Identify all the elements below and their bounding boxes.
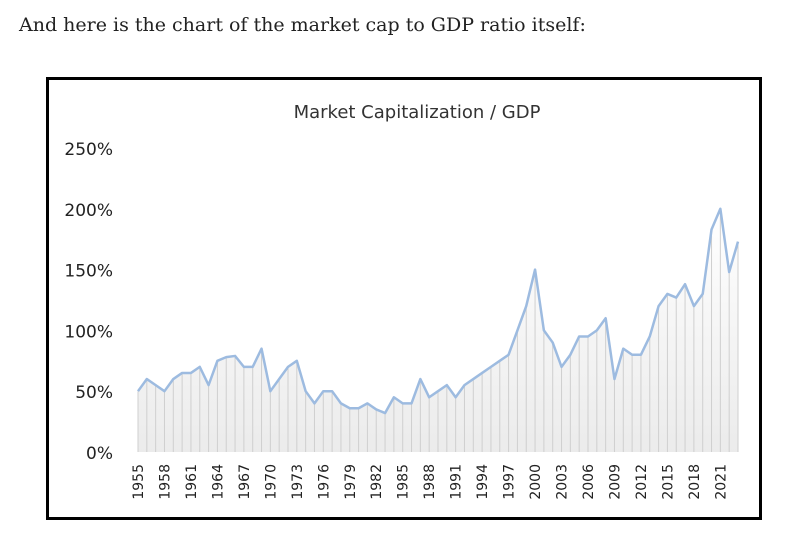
x-tick-label: 2009 <box>607 464 623 500</box>
chart-title: Market Capitalization / GDP <box>294 102 541 123</box>
x-tick-label: 1988 <box>422 464 438 500</box>
x-tick-label: 2021 <box>713 464 729 500</box>
x-tick-label: 1994 <box>475 464 491 500</box>
y-tick-label: 0% <box>86 444 113 464</box>
x-tick-label: 1967 <box>237 464 253 500</box>
x-tick-label: 1997 <box>502 464 518 500</box>
x-tick-label: 2000 <box>528 464 544 500</box>
chart-container: 0% 50% 100% 150% 200% 250% 1955 1958 1961 1964 196… <box>46 77 762 520</box>
x-tick-label: 2015 <box>660 464 676 500</box>
x-tick-label: 1955 <box>131 464 147 500</box>
y-tick-label: 50% <box>75 383 113 403</box>
market-cap-gdp-chart: 0% 50% 100% 150% 200% 250% 1955 1958 1961 1964 196… <box>64 102 740 500</box>
x-tick-label: 1958 <box>157 464 173 500</box>
x-tick-label: 1976 <box>316 464 332 500</box>
x-tick-label: 1991 <box>449 464 465 500</box>
x-tick-label: 2006 <box>581 464 597 500</box>
y-tick-label: 200% <box>64 201 113 221</box>
x-tick-label: 2003 <box>555 464 571 500</box>
y-tick-label: 150% <box>64 262 113 282</box>
y-tick-label: 100% <box>64 322 113 342</box>
y-tick-label: 250% <box>64 140 113 160</box>
intro-text: And here is the chart of the market cap … <box>19 14 586 36</box>
x-tick-label: 1982 <box>369 464 385 500</box>
x-tick-label: 2012 <box>634 464 650 500</box>
x-tick-label: 1985 <box>396 464 412 500</box>
x-tick-label: 1964 <box>210 464 226 500</box>
x-tick-label: 1979 <box>343 464 359 500</box>
x-tick-label: 1973 <box>290 464 306 500</box>
x-tick-label: 1961 <box>184 464 200 500</box>
x-tick-label: 1970 <box>263 464 279 500</box>
x-tick-label: 2018 <box>687 464 703 500</box>
